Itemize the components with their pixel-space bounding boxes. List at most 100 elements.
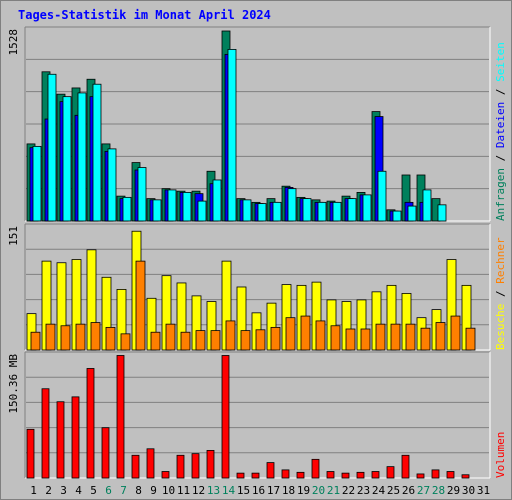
bar-kbytes-volumen-day-17 xyxy=(266,462,275,479)
series-label-part: Dateien xyxy=(494,102,507,148)
x-tick-label: 23 xyxy=(357,484,370,497)
bar-kbytes-volumen-day-18 xyxy=(281,469,290,479)
bar-kbytes-volumen-day-6 xyxy=(101,427,110,479)
bar-hits-seiten-day-21 xyxy=(332,201,342,222)
bar-visits-rechner-day-17 xyxy=(270,326,281,351)
bar-visits-rechner-day-2 xyxy=(45,323,56,351)
x-tick-label: 14 xyxy=(222,484,236,497)
bar-hits-seiten-day-28 xyxy=(437,204,447,222)
bar-visits-rechner-day-5 xyxy=(90,322,101,351)
bar-kbytes-volumen-day-15 xyxy=(236,472,245,479)
x-tick-label: 31 xyxy=(477,484,490,497)
x-tick-label: 1 xyxy=(30,484,37,497)
bar-hits-seiten-day-13 xyxy=(212,179,222,222)
x-tick-label: 20 xyxy=(312,484,325,497)
bar-visits-rechner-day-14 xyxy=(225,320,236,351)
bar-kbytes-volumen-day-8 xyxy=(131,454,140,479)
bar-kbytes-volumen-day-1 xyxy=(26,428,35,479)
x-tick-label: 6 xyxy=(105,484,112,497)
panel-visits-ymax-label: 151 xyxy=(7,226,20,246)
bar-kbytes-volumen-day-12 xyxy=(191,453,200,479)
panel-hits-series-label: Anfragen / Dateien / Seiten xyxy=(494,42,507,221)
x-tick-label: 15 xyxy=(237,484,250,497)
bar-hits-seiten-day-11 xyxy=(182,192,192,222)
bar-visits-rechner-day-23 xyxy=(360,328,371,351)
bar-kbytes-volumen-day-13 xyxy=(206,450,215,479)
bar-visits-rechner-day-9 xyxy=(150,331,161,351)
bar-hits-seiten-day-9 xyxy=(152,199,162,222)
x-tick-label: 11 xyxy=(177,484,190,497)
bar-hits-seiten-day-27 xyxy=(422,189,432,222)
chart-title: Tages-Statistik im Monat April 2024 xyxy=(18,8,271,22)
bar-hits-seiten-day-19 xyxy=(302,198,312,222)
x-tick-label: 25 xyxy=(387,484,400,497)
bar-visits-rechner-day-7 xyxy=(120,333,131,351)
bar-visits-rechner-day-21 xyxy=(330,325,341,351)
bar-visits-rechner-day-4 xyxy=(75,323,86,351)
bar-kbytes-volumen-day-2 xyxy=(41,388,50,479)
bar-kbytes-volumen-day-20 xyxy=(311,458,320,479)
bar-hits-seiten-day-12 xyxy=(197,200,207,222)
bar-visits-rechner-day-28 xyxy=(435,322,446,351)
bar-visits-rechner-day-13 xyxy=(210,330,221,351)
series-label-part: / xyxy=(494,284,507,304)
x-tick-label: 3 xyxy=(60,484,67,497)
bar-hits-seiten-day-4 xyxy=(77,92,87,222)
bar-visits-rechner-day-30 xyxy=(465,327,476,351)
panel-kbytes-bg xyxy=(25,352,490,478)
bar-hits-seiten-day-8 xyxy=(137,167,147,222)
x-tick-label: 17 xyxy=(267,484,280,497)
bar-visits-rechner-day-11 xyxy=(180,331,191,351)
bar-visits-rechner-day-16 xyxy=(255,329,266,351)
bar-hits-seiten-day-6 xyxy=(107,148,117,222)
bar-visits-rechner-day-25 xyxy=(390,323,401,351)
x-tick-label: 28 xyxy=(432,484,445,497)
bar-visits-rechner-day-12 xyxy=(195,330,206,351)
x-tick-label: 24 xyxy=(372,484,386,497)
bar-hits-seiten-day-20 xyxy=(317,201,327,222)
bar-visits-rechner-day-3 xyxy=(60,325,71,351)
bar-hits-seiten-day-22 xyxy=(347,198,357,222)
bar-visits-rechner-day-26 xyxy=(405,323,416,351)
bar-visits-rechner-day-19 xyxy=(300,315,311,351)
panel-hits-ymax-label: 1528 xyxy=(7,29,20,56)
bar-kbytes-volumen-day-27 xyxy=(416,473,425,479)
x-tick-label: 29 xyxy=(447,484,460,497)
series-label-part: Rechner xyxy=(494,237,507,284)
x-tick-label: 30 xyxy=(462,484,475,497)
x-tick-label: 9 xyxy=(150,484,157,497)
bar-visits-rechner-day-22 xyxy=(345,328,356,351)
bar-hits-seiten-day-10 xyxy=(167,189,177,222)
bar-hits-seiten-day-24 xyxy=(377,170,387,222)
bar-visits-rechner-day-8 xyxy=(135,260,146,351)
bar-hits-seiten-day-15 xyxy=(242,199,252,222)
x-tick-label: 16 xyxy=(252,484,265,497)
series-label-part: Seiten xyxy=(494,42,507,82)
bar-visits-rechner-day-10 xyxy=(165,323,176,351)
bar-kbytes-volumen-day-3 xyxy=(56,401,65,479)
bar-hits-seiten-day-18 xyxy=(287,188,297,222)
series-label-part: / xyxy=(494,148,507,168)
bar-hits-seiten-day-7 xyxy=(122,196,132,222)
x-tick-label: 7 xyxy=(120,484,127,497)
bar-visits-rechner-day-15 xyxy=(240,330,251,351)
x-tick-label: 4 xyxy=(75,484,82,497)
bar-hits-seiten-day-3 xyxy=(62,96,72,222)
bar-hits-seiten-day-17 xyxy=(272,201,282,222)
bar-kbytes-volumen-day-19 xyxy=(296,471,305,479)
series-label-part: / xyxy=(494,82,507,102)
bar-visits-rechner-day-24 xyxy=(375,323,386,351)
bar-visits-rechner-day-27 xyxy=(420,327,431,351)
x-tick-label: 19 xyxy=(297,484,310,497)
bar-kbytes-volumen-day-5 xyxy=(86,368,95,479)
bar-kbytes-volumen-day-14 xyxy=(221,355,230,479)
bar-visits-rechner-day-6 xyxy=(105,326,116,351)
bar-visits-rechner-day-1 xyxy=(30,331,41,351)
bar-hits-seiten-day-1 xyxy=(32,145,42,222)
bar-visits-rechner-day-20 xyxy=(315,320,326,351)
bar-kbytes-volumen-day-29 xyxy=(446,471,455,479)
bar-kbytes-volumen-day-22 xyxy=(341,472,350,479)
series-label-part: Volumen xyxy=(494,432,507,478)
x-tick-label: 27 xyxy=(417,484,430,497)
